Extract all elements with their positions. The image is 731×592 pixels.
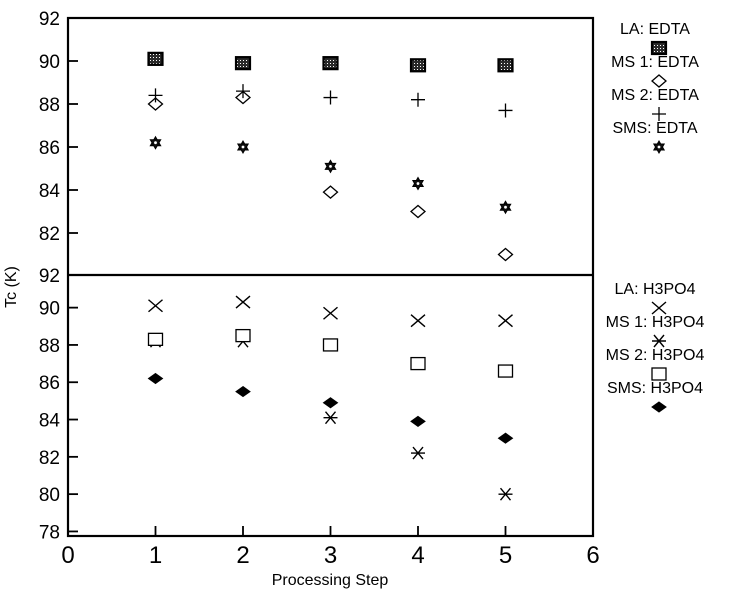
- data-point: [323, 411, 338, 425]
- legend-label: SMS: EDTA: [612, 120, 697, 137]
- bottom-panel-y-ticks: 90 88 86 84 82 80 78: [39, 299, 78, 543]
- x-tick-label: 5: [499, 542, 512, 569]
- top-panel-legend: LA: EDTA MS 1: EDTA MS 2: EDTA SMS: EDTA: [611, 21, 699, 154]
- data-point: [235, 385, 251, 398]
- x-tick-label: 6: [586, 542, 599, 569]
- legend-label: SMS: H3PO4: [607, 380, 703, 397]
- data-point: [409, 58, 427, 73]
- bottom-panel-marks: [147, 295, 514, 501]
- data-point: [497, 364, 514, 378]
- data-point: [411, 446, 425, 460]
- data-point: [235, 328, 251, 343]
- y-tick-label: 90: [39, 52, 60, 73]
- y-tick-label: 82: [39, 224, 60, 245]
- y-tick-label: 84: [39, 411, 61, 432]
- data-point: [147, 372, 164, 385]
- y-tick-label: 78: [39, 522, 60, 543]
- x-tick-label: 4: [411, 542, 424, 569]
- data-point: [147, 332, 164, 346]
- y-tick-label: 82: [39, 448, 60, 469]
- data-point: [410, 415, 426, 428]
- legend-marker: [650, 40, 668, 56]
- data-point: [410, 204, 426, 219]
- data-point: [497, 247, 514, 262]
- y-tick-label: 84: [39, 181, 61, 202]
- data-point: [497, 58, 514, 73]
- legend-label: MS 1: H3PO4: [606, 314, 705, 331]
- legend-label: MS 1: EDTA: [611, 54, 699, 71]
- data-point: [323, 306, 338, 320]
- data-point: [147, 97, 164, 111]
- legend-marker: [652, 334, 666, 348]
- y-tick-label: 88: [39, 336, 60, 357]
- y-tick-label: 92: [39, 266, 60, 287]
- legend-marker: [651, 74, 667, 88]
- legend-label: LA: EDTA: [620, 21, 690, 38]
- legend-marker: [651, 301, 667, 315]
- data-point: [410, 356, 426, 371]
- data-point: [497, 432, 514, 444]
- legend-label: MS 2: EDTA: [611, 87, 699, 104]
- data-point: [322, 338, 339, 352]
- data-point: [236, 139, 250, 155]
- data-point: [234, 56, 252, 71]
- y-axis-label: Tc (K): [3, 266, 20, 308]
- x-tick-label: 2: [236, 542, 249, 569]
- legend-marker: [652, 140, 666, 154]
- top-panel-y-ticks: 92 90 88 86 84 82 92: [39, 9, 78, 287]
- data-point: [498, 487, 513, 501]
- data-point: [410, 314, 426, 328]
- data-point: [498, 314, 513, 328]
- data-point: [499, 200, 512, 215]
- legend-marker: [651, 367, 667, 381]
- x-tick-label: 1: [149, 542, 162, 569]
- data-point: [148, 299, 163, 313]
- data-point: [235, 295, 251, 309]
- y-tick-label: 86: [39, 138, 60, 159]
- x-tick-label: 3: [324, 542, 337, 569]
- y-tick-label: 92: [39, 9, 60, 30]
- data-point: [148, 88, 163, 103]
- data-point: [322, 397, 339, 409]
- data-point: [498, 103, 513, 118]
- data-point: [149, 135, 162, 150]
- data-point: [323, 90, 338, 105]
- y-tick-label: 90: [39, 299, 60, 320]
- bottom-panel-legend: LA: H3PO4 MS 1: H3PO4 MS 2: H3PO4 SMS: H3PO…: [606, 281, 705, 413]
- top-panel-marks: [147, 51, 514, 262]
- legend-label: LA: H3PO4: [615, 281, 696, 298]
- y-tick-label: 88: [39, 95, 60, 116]
- x-tick-label: 0: [61, 542, 74, 569]
- data-point: [411, 92, 425, 107]
- data-point: [236, 84, 250, 99]
- legend-label: MS 2: H3PO4: [606, 347, 705, 364]
- x-ticks: 0 1 2 3 4 5 6: [61, 526, 600, 569]
- data-point: [322, 56, 339, 71]
- y-tick-label: 80: [39, 485, 60, 506]
- legend-marker: [651, 401, 667, 413]
- x-axis-label: Processing Step: [272, 572, 389, 589]
- y-tick-label: 86: [39, 373, 60, 394]
- data-point: [147, 51, 164, 66]
- legend-marker: [652, 107, 666, 121]
- data-point: [324, 159, 337, 174]
- data-point: [411, 176, 425, 191]
- data-point: [322, 185, 339, 200]
